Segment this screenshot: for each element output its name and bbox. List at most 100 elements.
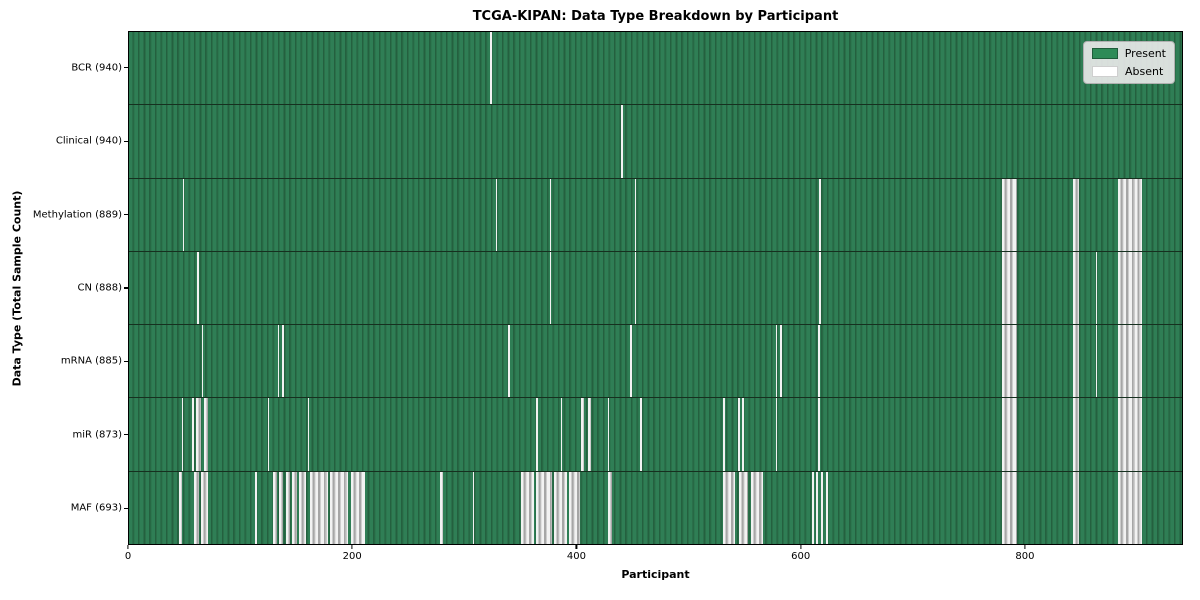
heatmap-row-clinical (129, 105, 1182, 179)
y-tick-label: BCR (940) (71, 62, 122, 74)
legend-present-label: Present (1124, 47, 1166, 60)
absent-segment (738, 471, 748, 544)
y-tick-label: miR (873) (72, 429, 122, 441)
absent-segment (554, 471, 567, 544)
absent-segment (1118, 398, 1142, 471)
absent-segment (1073, 251, 1080, 325)
absent-segment (193, 471, 200, 544)
absent-segment (1118, 471, 1142, 544)
absent-segment (496, 178, 498, 251)
x-tick-label: 0 (124, 551, 132, 562)
absent-segment (203, 398, 209, 471)
absent-segment (1095, 251, 1098, 325)
legend-entry-present: Present (1092, 47, 1166, 60)
legend: Present Absent (1083, 41, 1175, 84)
absent-segment (536, 398, 538, 471)
absent-segment (826, 471, 829, 544)
absent-segment (1073, 178, 1080, 251)
absent-segment (292, 471, 297, 544)
absent-segment (1001, 325, 1018, 398)
absent-segment (536, 471, 552, 544)
absent-segment (568, 471, 580, 544)
absent-segment (273, 471, 277, 544)
absent-segment (282, 325, 284, 398)
absent-segment (819, 251, 821, 325)
y-tick-label: mRNA (885) (60, 355, 122, 367)
x-tick-mark (1024, 545, 1026, 549)
x-tick-mark (127, 545, 129, 549)
x-tick-label: 600 (791, 551, 811, 562)
y-tick-label: MAF (693) (70, 502, 122, 514)
y-tick-mark (124, 360, 128, 363)
absent-segment (508, 325, 510, 398)
absent-segment (1073, 398, 1080, 471)
y-tick-mark (124, 213, 128, 216)
absent-segment (196, 398, 201, 471)
heatmap-row-methylation (129, 178, 1182, 252)
x-tick-label: 400 (566, 551, 586, 562)
plot-area (128, 31, 1183, 545)
absent-segment (179, 471, 182, 544)
absent-segment (182, 178, 185, 251)
absent-segment (1118, 251, 1142, 325)
absent-segment (1001, 178, 1018, 251)
legend-absent-label: Absent (1125, 65, 1164, 78)
legend-present-swatch (1092, 48, 1118, 59)
absent-segment (255, 471, 257, 544)
absent-segment (191, 398, 194, 471)
absent-segment (277, 325, 280, 398)
y-tick-label: Clinical (940) (55, 135, 122, 147)
absent-segment (350, 471, 366, 544)
heatmap-row-maf (129, 471, 1182, 544)
absent-segment (330, 471, 349, 544)
absent-segment (1001, 471, 1018, 544)
absent-segment (630, 325, 632, 398)
absent-segment (549, 251, 552, 325)
absent-segment (581, 398, 585, 471)
heatmap-row-mir (129, 398, 1182, 472)
y-tick-label: Methylation (889) (32, 209, 122, 221)
x-tick-mark (351, 545, 353, 549)
absent-segment (751, 471, 764, 544)
y-tick-label: CN (888) (77, 282, 122, 294)
absent-segment (819, 178, 821, 251)
absent-segment (621, 105, 623, 178)
absent-segment (640, 398, 642, 471)
absent-segment (181, 398, 183, 471)
absent-segment (560, 398, 563, 471)
absent-segment (1118, 178, 1142, 251)
heatmap-row-mrna (129, 325, 1182, 399)
x-tick-mark (575, 545, 578, 549)
absent-segment (742, 398, 744, 471)
absent-segment (634, 251, 637, 325)
absent-segment (818, 325, 820, 398)
absent-segment (472, 471, 474, 544)
absent-segment (310, 471, 329, 544)
absent-segment (1001, 251, 1018, 325)
absent-segment (1073, 325, 1080, 398)
x-tick-label: 800 (1015, 551, 1035, 562)
x-tick-label: 200 (342, 551, 362, 562)
legend-absent-swatch (1092, 66, 1118, 77)
absent-segment (607, 398, 610, 471)
chart-title: TCGA-KIPAN: Data Type Breakdown by Parti… (472, 9, 839, 24)
heatmap-row-cn (129, 251, 1182, 326)
absent-segment (811, 471, 814, 544)
absent-segment (1001, 398, 1018, 471)
y-tick-mark (124, 507, 128, 509)
absent-segment (820, 471, 823, 544)
absent-segment (440, 471, 444, 544)
absent-segment (308, 398, 310, 471)
absent-segment (1073, 471, 1080, 544)
y-tick-mark (124, 287, 128, 289)
absent-segment (490, 32, 492, 105)
absent-segment (520, 471, 535, 544)
absent-segment (299, 471, 306, 544)
y-tick-mark (124, 434, 128, 436)
absent-segment (267, 398, 270, 471)
absent-segment (201, 325, 204, 398)
absent-segment (723, 471, 736, 544)
absent-segment (775, 325, 778, 398)
absent-segment (285, 471, 291, 544)
